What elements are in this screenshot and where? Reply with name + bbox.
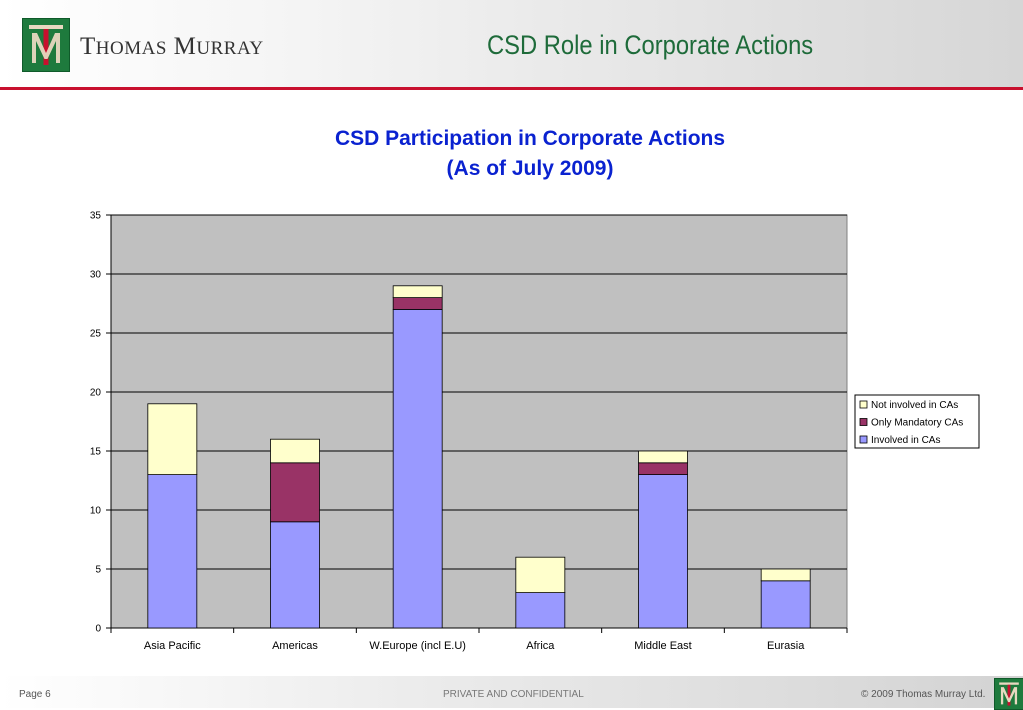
copyright-label: © 2009 Thomas Murray Ltd. [861, 689, 986, 700]
bar-segment [515, 556, 566, 594]
legend-swatch [859, 418, 868, 426]
thomas-murray-logo-icon [22, 18, 70, 72]
footer-bar [0, 676, 1023, 708]
stacked-bar-chart: 0 5 10 15 20 25 30 35 Asia Pacific Americas W.Euro… [90, 211, 980, 652]
y-tick-label: 35 [90, 211, 102, 222]
legend-label: Involved in CAs [871, 435, 940, 446]
y-tick-label: 25 [90, 329, 102, 340]
plot-area [110, 214, 848, 629]
y-tick-label: 20 [90, 388, 102, 399]
legend-box [854, 394, 980, 449]
y-tick-label: 30 [90, 270, 102, 281]
bar-segment [760, 580, 811, 629]
y-tick-label: 10 [90, 506, 102, 517]
chart-title-line-2: (As of July 2009) [446, 157, 614, 180]
y-tick-label: 15 [90, 447, 102, 458]
legend-swatch [859, 435, 868, 444]
page-number: Page 6 [19, 689, 51, 700]
footer-logo-icon [994, 678, 1023, 710]
slide-title: CSD Role in Corporate Actions [487, 30, 814, 60]
bar-segment [515, 592, 566, 629]
legend-label: Only Mandatory CAs [871, 418, 963, 429]
bar-segment [147, 403, 198, 475]
brand-name: THOMAS MURRAY [80, 33, 264, 60]
chart-title-line-1: CSD Participation in Corporate Actions [334, 127, 726, 150]
bar-segment [392, 297, 443, 310]
bar-segment [638, 462, 688, 475]
bar-segment [760, 568, 811, 582]
confidential-label: PRIVATE AND CONFIDENTIAL [443, 689, 584, 700]
bar-segment [392, 308, 443, 629]
header-bar [0, 0, 1023, 88]
bar-segment [638, 450, 688, 464]
x-category-label: Asia Pacific [144, 640, 201, 652]
bar-segment [270, 438, 320, 464]
y-tick-label: 0 [95, 624, 101, 635]
legend-label: Not involved in CAs [871, 400, 958, 411]
x-category-label: Eurasia [767, 640, 805, 652]
x-category-label: Americas [272, 640, 318, 652]
chart-title: CSD Participation in Corporate Actions (… [230, 124, 830, 184]
bar-segment [638, 474, 688, 629]
bar-segment [270, 521, 320, 629]
y-tick-label: 5 [95, 565, 101, 576]
legend-swatch [859, 400, 868, 409]
x-category-label: Middle East [634, 640, 691, 652]
bar-segment [270, 462, 320, 523]
bar-segment [392, 285, 443, 298]
bar-segment [147, 474, 198, 629]
x-category-label: W.Europe (incl E.U) [369, 640, 466, 652]
x-category-label: Africa [526, 640, 555, 652]
header-divider [0, 87, 1023, 90]
